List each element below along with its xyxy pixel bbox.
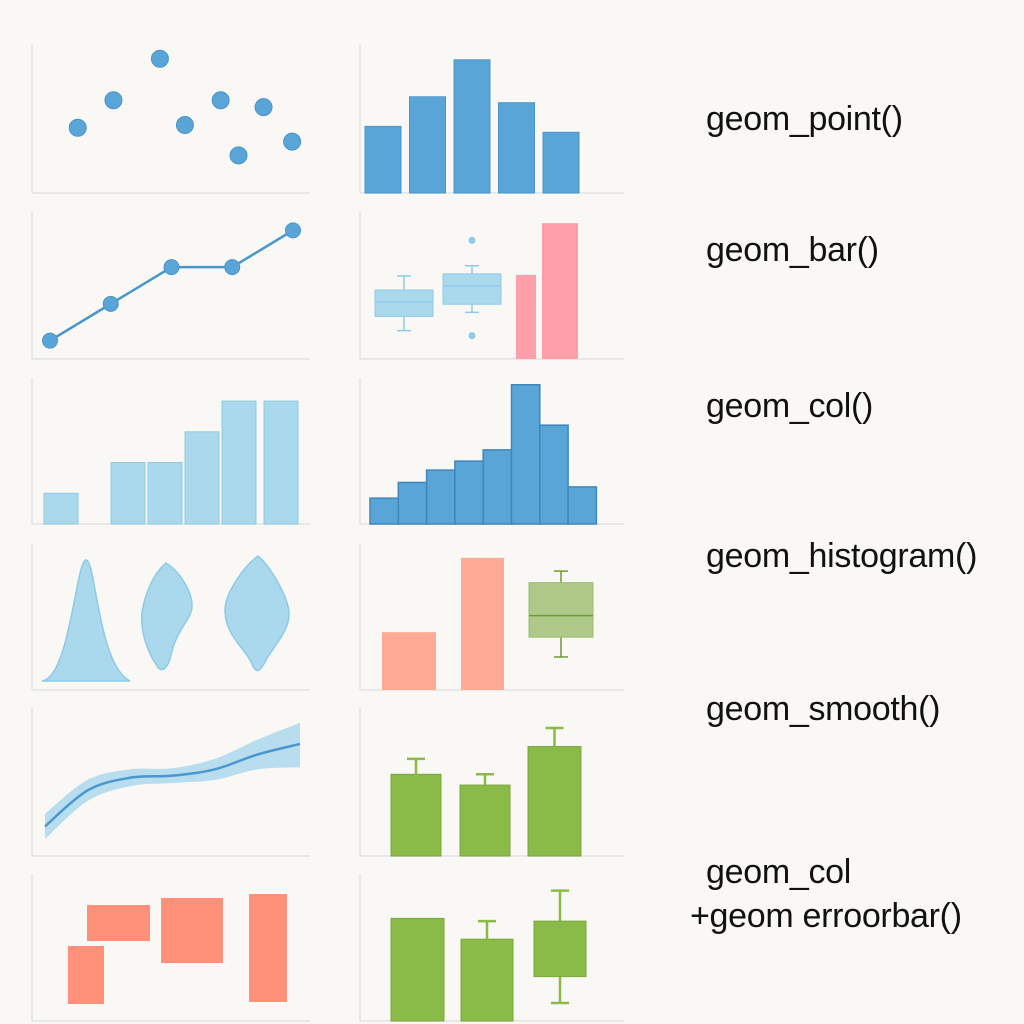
panel-1 — [31, 45, 310, 194]
box — [533, 920, 587, 978]
confidence-band — [45, 722, 300, 840]
violin — [41, 559, 131, 682]
box — [374, 289, 434, 317]
line-point — [163, 259, 180, 276]
label-geom-smooth: geom_smooth() — [706, 690, 941, 728]
bar — [43, 492, 79, 525]
bar — [459, 784, 511, 857]
label-geom-bar: geom_bar() — [706, 231, 879, 269]
label-geom-histogram: geom_histogram() — [706, 537, 978, 575]
panel-7 — [31, 543, 310, 691]
scatter-point — [150, 49, 169, 68]
tile — [87, 905, 150, 941]
line-point — [102, 295, 119, 312]
tile — [249, 894, 287, 1002]
line-series — [49, 229, 294, 342]
line-point — [224, 259, 241, 276]
histogram-bin — [397, 481, 428, 525]
bar — [184, 431, 220, 525]
panel-11 — [31, 874, 310, 1022]
bar — [147, 462, 183, 525]
bar — [516, 274, 536, 359]
violin — [141, 562, 193, 671]
bar — [364, 125, 402, 194]
label-geom-col: geom_col() — [706, 387, 874, 425]
histogram-bin — [454, 460, 484, 525]
scatter-point — [254, 98, 273, 117]
histogram-bin — [567, 486, 598, 525]
tile — [68, 946, 104, 1004]
scatter-point — [283, 132, 302, 151]
tile — [161, 898, 223, 963]
panel-3 — [31, 212, 310, 360]
bar — [221, 400, 257, 525]
bar — [542, 223, 578, 359]
histogram-bin — [510, 383, 541, 525]
panel-12 — [359, 874, 624, 1022]
scatter-point — [104, 91, 123, 110]
panel-6 — [359, 378, 624, 525]
panel-10 — [359, 708, 624, 857]
scatter-point — [211, 91, 230, 110]
bar — [542, 131, 580, 194]
line-point — [42, 332, 58, 349]
bar — [390, 917, 445, 1022]
panel-8 — [359, 543, 624, 691]
bar — [460, 938, 514, 1022]
scatter-point — [68, 118, 87, 137]
panel-9 — [31, 708, 310, 857]
bar — [453, 59, 491, 194]
bar — [498, 102, 535, 194]
box — [442, 273, 502, 305]
violin — [224, 555, 290, 672]
bar — [527, 746, 582, 857]
histogram-bin — [425, 469, 456, 525]
histogram-bin — [482, 449, 513, 525]
bar — [409, 96, 446, 194]
label-geom-col-errorbar-line2: +geom erroorbar() — [690, 897, 962, 935]
bar — [390, 773, 442, 857]
line-point — [285, 222, 301, 239]
box — [528, 582, 594, 638]
scatter-point — [175, 116, 194, 135]
bar — [382, 632, 436, 690]
panel-2 — [359, 45, 624, 194]
scatter-point — [229, 146, 248, 165]
bar — [110, 462, 146, 525]
box-outlier — [468, 236, 476, 244]
label-geom-point: geom_point() — [706, 100, 903, 138]
panel-4 — [359, 212, 624, 360]
bar — [263, 400, 299, 525]
panel-5 — [31, 378, 310, 525]
histogram-bin — [539, 424, 569, 525]
box-outlier — [468, 332, 476, 340]
bar — [461, 557, 504, 690]
smooth-line — [44, 742, 301, 828]
histogram-bin — [369, 497, 400, 525]
label-geom-col-errorbar-line1: geom_col — [706, 853, 852, 891]
